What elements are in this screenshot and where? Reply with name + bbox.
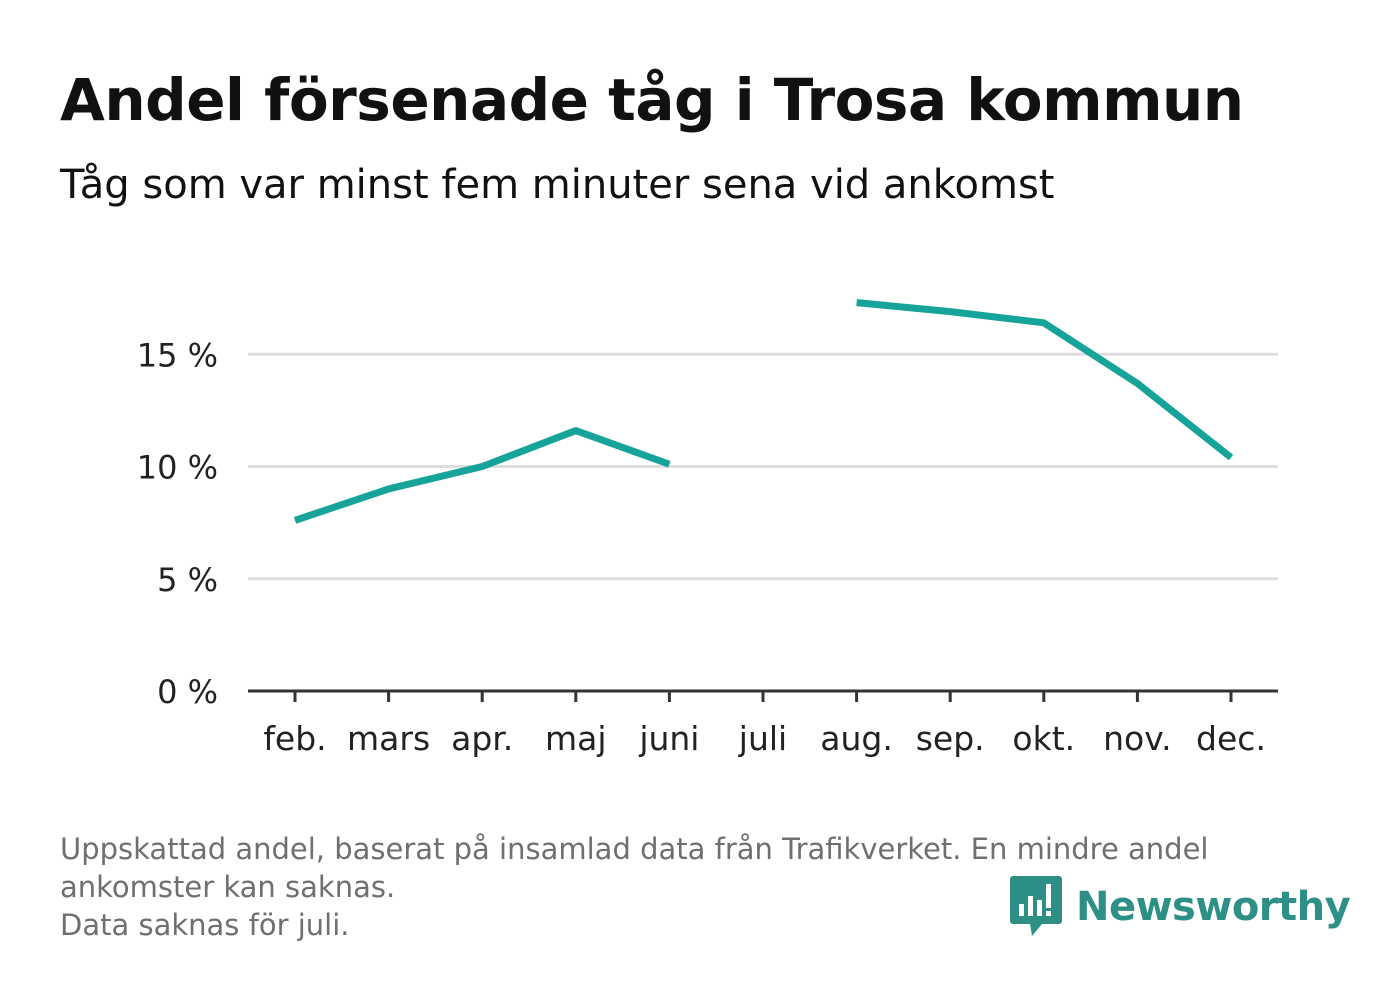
x-tick-label: okt. (1012, 719, 1075, 758)
x-tick-label: feb. (263, 719, 326, 758)
footnote-line-1: Uppskattad andel, baserat på insamlad da… (60, 832, 1209, 866)
y-tick-label: 5 % (157, 561, 218, 599)
x-tick-label: mars (347, 719, 430, 758)
x-tick-label: aug. (820, 719, 893, 758)
y-tick-label: 15 % (137, 336, 218, 374)
series-line (293, 427, 671, 524)
brand-name: Newsworthy (1076, 884, 1351, 930)
brand-logo: Newsworthy (1010, 876, 1351, 938)
footnote-line-2: ankomster kan saknas. (60, 870, 396, 904)
chart-subtitle: Tåg som var minst fem minuter sena vid a… (60, 162, 1055, 208)
y-tick-label: 10 % (137, 449, 218, 487)
x-tick-label: apr. (451, 719, 513, 758)
chart-title: Andel försenade tåg i Trosa kommun (60, 66, 1244, 134)
newsworthy-logo-icon (1010, 876, 1062, 936)
footnote: Uppskattad andel, baserat på insamlad da… (60, 830, 1320, 944)
x-tick-label: juli (738, 719, 787, 758)
x-tick-label: maj (545, 719, 607, 758)
x-tick-label: nov. (1103, 719, 1172, 758)
y-tick-label: 0 % (157, 673, 218, 711)
x-tick-label: juni (638, 719, 699, 758)
series-line (856, 299, 1234, 461)
x-tick-label: dec. (1196, 719, 1266, 758)
x-tick-label: sep. (916, 719, 985, 758)
footnote-line-3: Data saknas för juli. (60, 908, 350, 942)
